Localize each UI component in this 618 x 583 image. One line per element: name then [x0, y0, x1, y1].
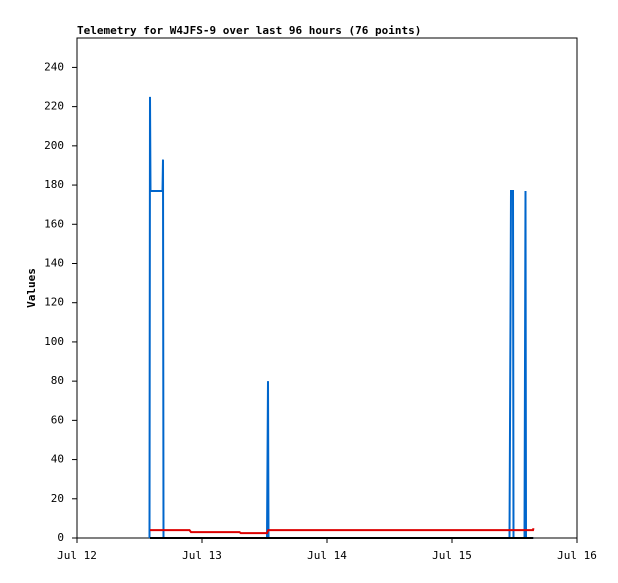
- y-tick-label: 20: [51, 492, 64, 505]
- y-tick-label: 0: [57, 531, 64, 544]
- chart-title: Telemetry for W4JFS-9 over last 96 hours…: [77, 24, 421, 37]
- y-tick-label: 40: [51, 453, 64, 466]
- y-tick-label: 160: [44, 217, 64, 230]
- x-tick-label: Jul 14: [307, 549, 347, 562]
- y-tick-label: 140: [44, 256, 64, 269]
- y-tick-label: 100: [44, 335, 64, 348]
- x-tick-label: Jul 12: [57, 549, 97, 562]
- plot-frame: [76, 37, 578, 539]
- y-tick-label: 220: [44, 100, 64, 113]
- x-tick-label: Jul 13: [182, 549, 222, 562]
- y-tick-label: 60: [51, 413, 64, 426]
- y-tick-label: 180: [44, 178, 64, 191]
- y-axis-label: Values: [25, 268, 38, 308]
- y-tick-label: 120: [44, 296, 64, 309]
- y-tick-label: 200: [44, 139, 64, 152]
- x-tick-label: Jul 15: [432, 549, 472, 562]
- y-tick-label: 80: [51, 374, 64, 387]
- series-line: [148, 96, 534, 539]
- series-line: [150, 527, 535, 535]
- y-tick-label: 240: [44, 60, 64, 73]
- x-tick-label: Jul 16: [557, 549, 597, 562]
